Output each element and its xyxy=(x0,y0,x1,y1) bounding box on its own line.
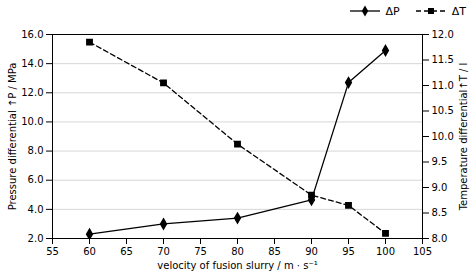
svg-text:80: 80 xyxy=(231,246,244,257)
svg-text:10.5: 10.5 xyxy=(432,105,454,116)
svg-text:16.0: 16.0 xyxy=(21,29,43,40)
svg-text:10.0: 10.0 xyxy=(21,116,43,127)
svg-text:90: 90 xyxy=(305,246,318,257)
svg-text:9.5: 9.5 xyxy=(432,156,448,167)
svg-text:9.0: 9.0 xyxy=(432,182,448,193)
svg-text:Temperature differential↑T / l: Temperature differential↑T / l xyxy=(458,63,469,212)
svg-text:12.0: 12.0 xyxy=(432,29,454,40)
svg-text:velocity of fusion slurry / m: velocity of fusion slurry / m · s⁻¹ xyxy=(157,260,317,271)
svg-text:100: 100 xyxy=(376,246,395,257)
svg-text:6.0: 6.0 xyxy=(28,174,44,185)
svg-text:11.0: 11.0 xyxy=(432,80,454,91)
svg-text:55: 55 xyxy=(46,246,59,257)
svg-text:2.0: 2.0 xyxy=(28,233,44,244)
svg-text:85: 85 xyxy=(268,246,281,257)
svg-text:8.5: 8.5 xyxy=(432,207,448,218)
svg-text:65: 65 xyxy=(120,246,133,257)
svg-text:95: 95 xyxy=(342,246,355,257)
svg-text:8.0: 8.0 xyxy=(432,233,448,244)
svg-text:4.0: 4.0 xyxy=(28,204,44,215)
svg-text:70: 70 xyxy=(157,246,170,257)
svg-text:10.0: 10.0 xyxy=(432,131,454,142)
svg-text:105: 105 xyxy=(413,246,432,257)
svg-text:60: 60 xyxy=(83,246,96,257)
svg-text:Pressure differential ↑P / MPa: Pressure differential ↑P / MPa xyxy=(7,63,18,211)
html-text:ΔP: ΔP xyxy=(385,4,400,18)
html-text:ΔT: ΔT xyxy=(451,4,466,18)
svg-text:12.0: 12.0 xyxy=(21,87,43,98)
svg-text:75: 75 xyxy=(194,246,207,257)
svg-text:11.5: 11.5 xyxy=(432,54,454,65)
svg-text:14.0: 14.0 xyxy=(21,58,43,69)
svg-text:8.0: 8.0 xyxy=(28,145,44,156)
